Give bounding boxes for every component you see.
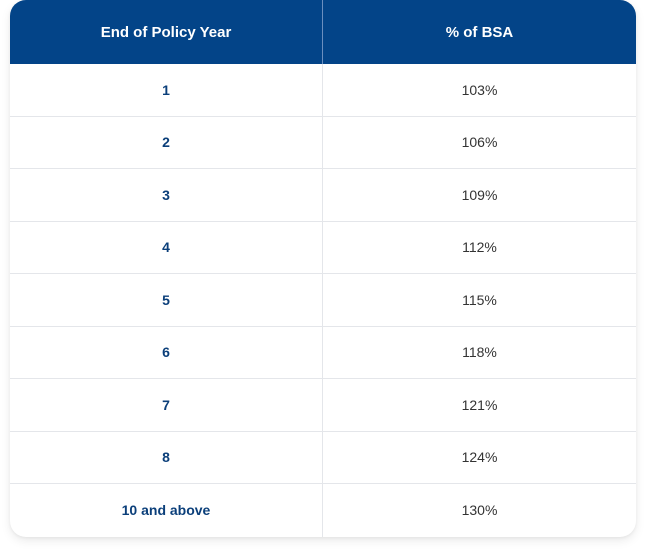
cell-policy-year: 8 [10,431,323,483]
cell-percent-bsa: 121% [461,396,498,413]
table-row: 4 112% [10,221,636,274]
table-row: 5 115% [10,274,636,327]
cell-policy-year: 6 [10,326,323,378]
cell-policy-year: 1 [10,64,323,116]
table-row: 10 and above 130% [10,484,636,537]
cell-percent-bsa: 109% [461,186,498,203]
cell-percent-bsa: 115% [462,291,497,308]
cell-policy-year: 7 [10,379,323,431]
cell-policy-year: 4 [10,221,323,273]
cell-percent-bsa: 130% [461,502,498,519]
table-row: 6 118% [10,326,636,379]
table-row: 8 124% [10,431,636,484]
table-row: 3 109% [10,169,636,222]
cell-percent-bsa: 103% [461,81,498,98]
table-header: End of Policy Year % of BSA [10,0,636,64]
policy-table-card: End of Policy Year % of BSA 1 103% 2 106… [10,0,636,537]
table-row: 1 103% [10,64,636,117]
cell-percent-bsa: 124% [461,449,498,466]
cell-policy-year: 10 and above [10,484,323,537]
table-body: 1 103% 2 106% 3 109% 4 112% 5 115% 6 118… [10,64,636,537]
header-percent-bsa: % of BSA [445,23,514,41]
cell-percent-bsa: 106% [461,134,498,151]
header-policy-year: End of Policy Year [10,0,323,64]
cell-policy-year: 5 [10,274,323,326]
cell-policy-year: 3 [10,169,323,221]
cell-percent-bsa: 112% [462,239,497,256]
cell-policy-year: 2 [10,116,323,168]
table-row: 7 121% [10,379,636,432]
table-row: 2 106% [10,116,636,169]
cell-percent-bsa: 118% [462,344,497,361]
